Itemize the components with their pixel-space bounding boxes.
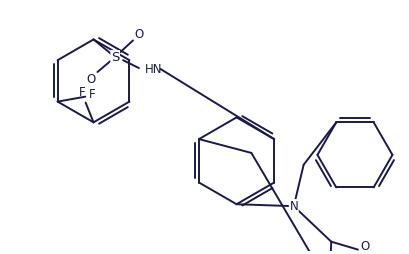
Text: O: O xyxy=(134,28,143,41)
Text: S: S xyxy=(111,51,119,64)
Text: N: N xyxy=(289,200,297,213)
Text: HN: HN xyxy=(144,62,162,75)
Text: O: O xyxy=(360,240,369,253)
Text: O: O xyxy=(86,73,95,86)
Text: F: F xyxy=(89,88,96,101)
Text: F: F xyxy=(79,86,86,99)
